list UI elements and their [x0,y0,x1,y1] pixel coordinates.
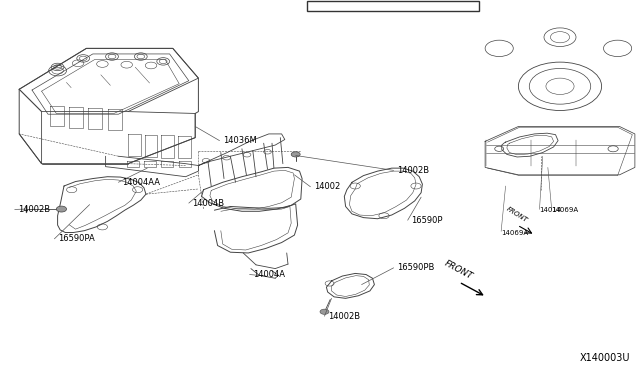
Text: 14069A: 14069A [501,230,528,235]
Text: 14069A: 14069A [552,207,579,213]
Bar [307,1,479,11]
Circle shape [291,152,300,157]
Text: 14002B: 14002B [18,205,50,214]
Text: 14002: 14002 [314,182,340,191]
Circle shape [320,309,329,314]
Text: 14004B: 14004B [192,199,224,208]
Text: 14004AA: 14004AA [122,178,159,187]
Text: 14002B: 14002B [397,166,429,175]
Text: FRONT: FRONT [506,206,529,224]
Text: 14002B: 14002B [328,312,360,321]
Text: 14014: 14014 [540,207,562,213]
Text: X140003U: X140003U [580,353,630,363]
Text: 16590PA: 16590PA [58,234,94,243]
Text: FRONT: FRONT [443,259,474,281]
Text: 16590PB: 16590PB [397,263,434,272]
Text: 14004A: 14004A [253,270,285,279]
Text: 16590P: 16590P [411,216,442,225]
Text: 14036M: 14036M [223,136,257,145]
Circle shape [56,206,67,212]
